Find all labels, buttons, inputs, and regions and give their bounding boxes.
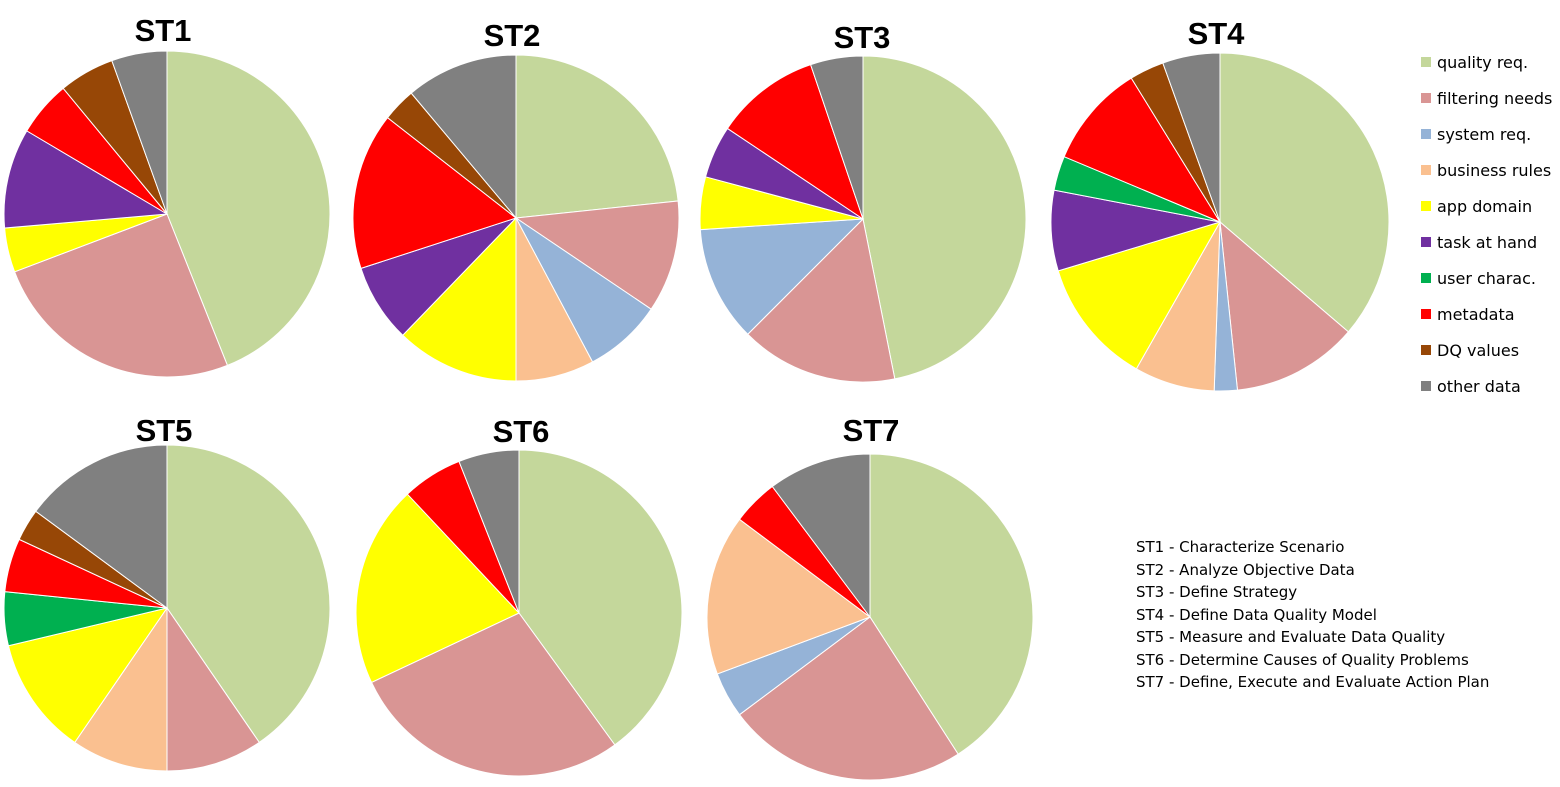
legend-label: user charac. xyxy=(1437,268,1536,288)
pie-st7: ST7 xyxy=(706,413,1034,781)
legend-label: task at hand xyxy=(1437,232,1538,252)
stage-description: ST1 - Characterize Scenario xyxy=(1136,538,1345,556)
stage-description: ST3 - Define Strategy xyxy=(1136,583,1298,601)
pie-slice-st2-other-data xyxy=(410,54,517,220)
legend-item-system-req: system req. xyxy=(1421,116,1559,152)
stage-description: ST6 - Determine Causes of Quality Proble… xyxy=(1136,650,1469,669)
pie-slice-st6-app-domain xyxy=(355,493,520,684)
pie-slice-st7-business-rules xyxy=(706,518,872,675)
legend-label: quality req. xyxy=(1437,52,1529,72)
legend-swatch xyxy=(1421,309,1431,319)
pie-st2: ST2 xyxy=(352,18,680,382)
legend-label: DQ values xyxy=(1437,340,1520,360)
legend-swatch xyxy=(1421,345,1431,355)
pie-slice-st2-metadata xyxy=(352,116,518,270)
legend-swatch xyxy=(1421,129,1431,139)
legend-item-other-data: other data xyxy=(1421,368,1559,404)
legend-item-filtering-needs: filtering needs xyxy=(1421,80,1559,116)
legend-swatch xyxy=(1421,273,1431,283)
pie-slice-st1-filtering-needs xyxy=(13,213,229,378)
legend-swatch xyxy=(1421,381,1431,391)
pie-slice-st3-filtering-needs xyxy=(747,217,896,383)
legend-label: filtering needs xyxy=(1437,88,1553,108)
pie-slice-st5-business-rules xyxy=(74,606,168,772)
legend-swatch xyxy=(1421,57,1431,67)
legend-swatch xyxy=(1421,165,1431,175)
pie-slice-st7-quality-req xyxy=(869,453,1034,755)
pie-title: ST2 xyxy=(484,18,541,53)
pie-slice-st3-system-req xyxy=(699,218,865,335)
legend-item-business-rules: business rules xyxy=(1421,152,1559,188)
pie-st3: ST3 xyxy=(699,20,1027,383)
pie-slice-st6-quality-req xyxy=(518,449,683,746)
stage-description: ST5 - Measure and Evaluate Data Quality xyxy=(1136,628,1446,646)
pie-st5: ST5 xyxy=(3,413,331,772)
pie-title: ST6 xyxy=(493,414,550,449)
pie-slice-st2-quality-req xyxy=(515,54,679,219)
pie-title: ST7 xyxy=(843,413,900,448)
legend-item-user-charac: user charac. xyxy=(1421,260,1559,296)
pie-title: ST3 xyxy=(834,20,891,55)
pie-slice-st4-metadata xyxy=(1063,77,1222,224)
legend-label: business rules xyxy=(1437,160,1552,180)
legend-swatch xyxy=(1421,237,1431,247)
legend-item-metadata: metadata xyxy=(1421,296,1559,332)
legend-item-quality-req: quality req. xyxy=(1421,44,1559,80)
pie-slice-st5-app-domain xyxy=(7,607,169,744)
stage-description: ST7 - Define, Execute and Evaluate Actio… xyxy=(1136,673,1490,691)
stage-descriptions: ST1 - Characterize Scenario ST2 - Analyz… xyxy=(1136,536,1556,694)
pie-slice-st3-quality-req xyxy=(862,55,1027,380)
legend-label: system req. xyxy=(1437,124,1532,144)
legend-item-app-domain: app domain xyxy=(1421,188,1559,224)
legend-label: app domain xyxy=(1437,196,1533,216)
pie-st1: ST1 xyxy=(3,13,331,378)
pie-slice-st4-filtering-needs xyxy=(1219,220,1350,391)
legend: quality req. filtering needs system req.… xyxy=(1421,44,1559,404)
pie-title: ST4 xyxy=(1188,16,1246,51)
pie-title: ST5 xyxy=(136,413,193,448)
legend-label: other data xyxy=(1437,376,1521,396)
stage-description: ST2 - Analyze Objective Data xyxy=(1136,560,1355,579)
pie-title: ST1 xyxy=(135,13,192,48)
legend-item-task-at-hand: task at hand xyxy=(1421,224,1559,260)
pie-slice-st1-quality-req xyxy=(166,50,331,367)
pie-slice-st2-app-domain xyxy=(402,216,517,382)
stage-description: ST4 - Define Data Quality Model xyxy=(1136,605,1377,624)
pie-slice-st2-filtering-needs xyxy=(514,200,680,310)
pie-slice-st6-filtering-needs xyxy=(370,612,616,777)
legend-label: metadata xyxy=(1437,304,1515,324)
pie-slice-st4-other-data xyxy=(1162,52,1221,223)
pie-st6: ST6 xyxy=(355,414,683,777)
pie-slice-st7-other-data xyxy=(771,453,871,619)
pie-slice-st7-filtering-needs xyxy=(738,616,959,781)
pie-slice-st1-task-at-hand xyxy=(3,130,169,229)
pie-slice-st6-other-data xyxy=(458,449,520,614)
pie-slice-st5-other-data xyxy=(35,444,168,609)
pie-slice-st4-quality-req xyxy=(1219,52,1390,333)
pie-slice-st3-metadata xyxy=(726,64,864,221)
legend-item-dq-values: DQ values xyxy=(1421,332,1559,368)
pie-st4: ST4 xyxy=(1050,16,1390,392)
pie-slice-st5-quality-req xyxy=(166,444,331,744)
legend-swatch xyxy=(1421,93,1431,103)
pie-slice-st3-other-data xyxy=(809,55,864,220)
legend-swatch xyxy=(1421,201,1431,211)
pie-slice-st5-filtering-needs xyxy=(166,606,260,772)
pie-slice-st1-other-data xyxy=(111,50,168,215)
